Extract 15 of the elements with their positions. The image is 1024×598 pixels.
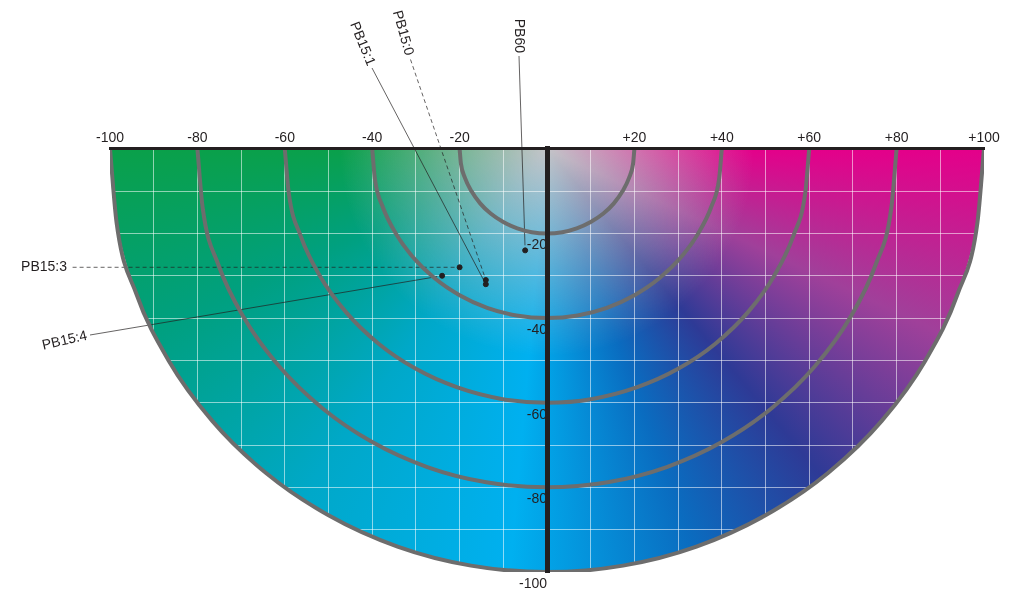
x-tick-label: +40 — [709, 129, 734, 146]
x-tick-label: -60 — [274, 129, 296, 146]
x-tick-label: +80 — [884, 129, 909, 146]
x-tick-label: +60 — [797, 129, 822, 146]
x-tick-label: -20 — [449, 129, 470, 146]
x-tick-label: -100 — [95, 129, 125, 146]
annotation: PB15:4 — [40, 326, 89, 353]
x-tick-label: -40 — [362, 129, 383, 146]
x-tick-label: -80 — [187, 129, 208, 146]
annotation: PB15:0 — [389, 8, 419, 58]
y-tick-label: -100 — [518, 574, 548, 591]
annotation: PB15:3 — [21, 258, 68, 275]
x-tick-label: +20 — [622, 129, 647, 146]
x-tick-label: +100 — [968, 129, 1000, 146]
annotation: PB60 — [512, 18, 529, 54]
